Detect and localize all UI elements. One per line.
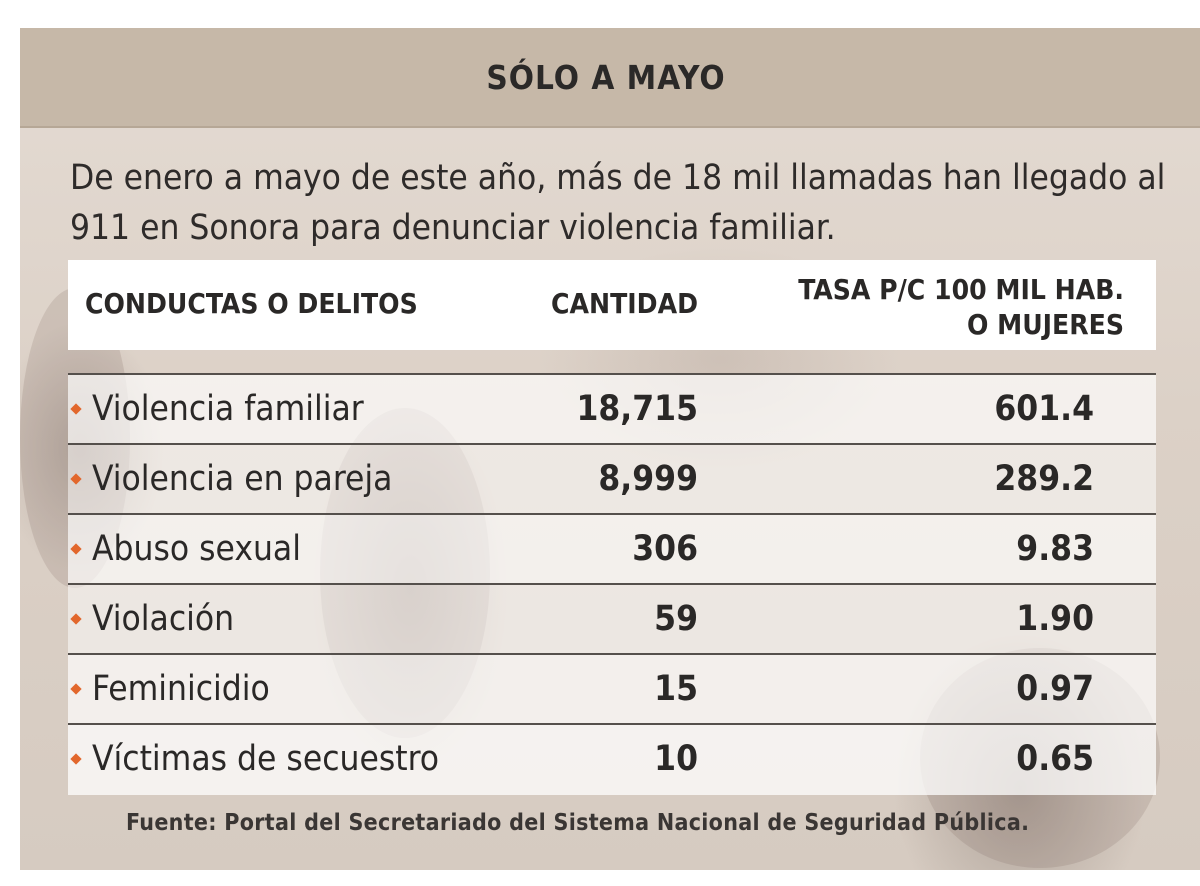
intro-text: De enero a mayo de este año, más de 18 m… xyxy=(70,158,1166,248)
header-rate-line2: O MUJERES xyxy=(966,308,1124,341)
row-rate: 1.90 xyxy=(1016,599,1094,639)
table-row: Violencia en pareja 8,999 289.2 xyxy=(68,445,1156,515)
row-rate: 0.97 xyxy=(1016,669,1094,709)
row-quantity: 59 xyxy=(654,599,698,639)
row-quantity: 18,715 xyxy=(576,389,698,429)
table-row: Violencia familiar 18,715 601.4 xyxy=(68,375,1156,445)
row-quantity: 15 xyxy=(654,669,698,709)
table-body: Violencia familiar 18,715 601.4 Violenci… xyxy=(68,373,1156,795)
header-quantity: CANTIDAD xyxy=(551,287,698,320)
bullet-diamond-icon xyxy=(70,543,82,555)
table-row: Violación 59 1.90 xyxy=(68,585,1156,655)
row-quantity: 8,999 xyxy=(598,459,698,499)
infographic-card: SÓLO A MAYO De enero a mayo de este año,… xyxy=(20,28,1200,870)
page-title: SÓLO A MAYO xyxy=(486,57,726,97)
row-rate: 601.4 xyxy=(994,389,1094,429)
table-row: Víctimas de secuestro 10 0.65 xyxy=(68,725,1156,795)
row-rate: 289.2 xyxy=(994,459,1094,499)
row-quantity: 306 xyxy=(632,529,698,569)
row-rate: 0.65 xyxy=(1016,739,1094,779)
bullet-diamond-icon xyxy=(70,613,82,625)
row-label: Violencia en pareja xyxy=(92,459,393,499)
row-quantity: 10 xyxy=(654,739,698,779)
row-label: Violencia familiar xyxy=(92,389,364,429)
row-label: Feminicidio xyxy=(92,669,270,709)
bullet-diamond-icon xyxy=(70,473,82,485)
table-row: Feminicidio 15 0.97 xyxy=(68,655,1156,725)
header-rate: TASA P/C 100 MIL HAB. O MUJERES xyxy=(704,272,1124,342)
row-label: Víctimas de secuestro xyxy=(92,739,440,779)
title-bar: SÓLO A MAYO xyxy=(20,28,1200,128)
row-label: Abuso sexual xyxy=(92,529,301,569)
row-label: Violación xyxy=(92,599,235,639)
row-rate: 9.83 xyxy=(1016,529,1094,569)
bullet-diamond-icon xyxy=(70,753,82,765)
header-rate-line1: TASA P/C 100 MIL HAB. xyxy=(798,273,1124,306)
table-row: Abuso sexual 306 9.83 xyxy=(68,515,1156,585)
source-note: Fuente: Portal del Secretariado del Sist… xyxy=(126,810,1030,836)
bullet-diamond-icon xyxy=(70,683,82,695)
table-header: CONDUCTAS O DELITOS CANTIDAD TASA P/C 10… xyxy=(68,260,1156,350)
header-conduct: CONDUCTAS O DELITOS xyxy=(85,287,418,320)
bullet-diamond-icon xyxy=(70,403,82,415)
